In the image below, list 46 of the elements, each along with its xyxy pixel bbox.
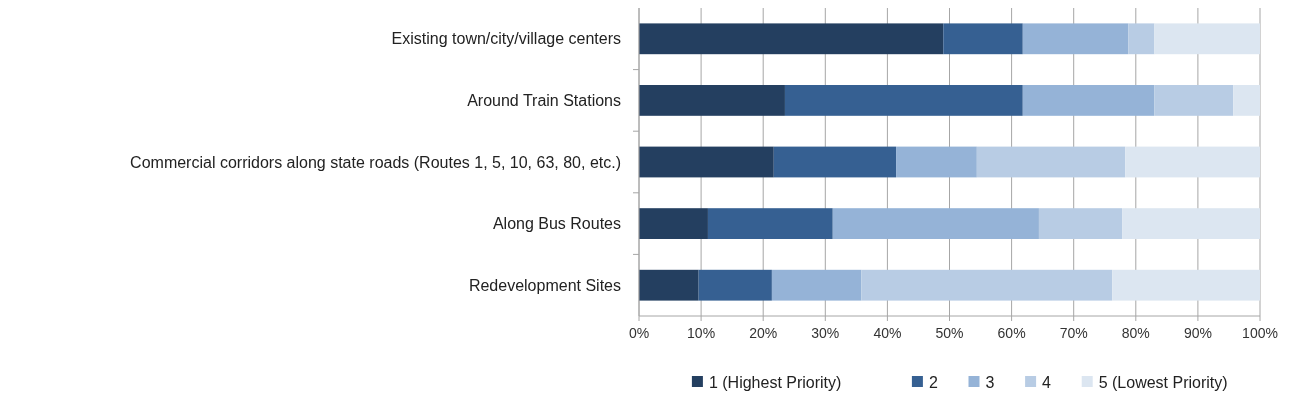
legend-label: 4: [1042, 373, 1052, 391]
bar: [1112, 269, 1260, 301]
y-tick-label: Around Train Stations: [467, 92, 621, 109]
bar: [1128, 23, 1155, 55]
legend-label: 2: [928, 373, 938, 391]
bar: [1022, 23, 1129, 55]
bar: [1122, 208, 1260, 239]
bar: [784, 85, 1023, 116]
bar: [639, 85, 785, 116]
bar: [707, 208, 833, 239]
bar: [698, 269, 772, 301]
bar: [639, 269, 699, 301]
bar: [639, 208, 708, 239]
x-tick-label: 60%: [997, 325, 1026, 341]
bar: [639, 23, 944, 55]
bar: [771, 269, 862, 301]
x-tick-label: 40%: [873, 325, 902, 341]
bar: [639, 146, 774, 178]
x-tick-label: 100%: [1242, 325, 1278, 341]
legend-label: 5 (Lowest Priority): [1098, 373, 1228, 391]
x-tick-label: 70%: [1059, 325, 1088, 341]
y-tick-label: Commercial corridors along state roads (Routes 1, 5, 10, 63, 80, etc.): [130, 153, 621, 171]
bar: [976, 146, 1126, 178]
bar: [943, 23, 1023, 55]
legend-label: 3: [985, 373, 995, 391]
bar: [773, 146, 897, 178]
legend-label: 1 (Highest Priority): [708, 373, 842, 391]
bar: [1154, 23, 1260, 55]
y-tick-label: Redevelopment Sites: [468, 276, 621, 294]
x-tick-label: 0%: [628, 325, 650, 341]
y-tick-label: Existing town/city/village centers: [391, 30, 621, 48]
bar: [1022, 85, 1155, 116]
x-tick-label: 10%: [687, 325, 716, 341]
bar: [1125, 146, 1260, 178]
bar: [1038, 208, 1123, 239]
x-tick-label: 20%: [749, 325, 778, 341]
bar: [861, 269, 1113, 301]
x-tick-label: 50%: [935, 325, 964, 341]
y-tick-label: Along Bus Routes: [492, 215, 621, 233]
x-tick-label: 30%: [811, 325, 840, 341]
bar: [1233, 85, 1260, 116]
bar: [1154, 85, 1234, 116]
bar: [832, 208, 1039, 239]
bar: [896, 146, 977, 178]
x-tick-label: 80%: [1121, 325, 1150, 341]
x-tick-label: 90%: [1183, 325, 1212, 341]
